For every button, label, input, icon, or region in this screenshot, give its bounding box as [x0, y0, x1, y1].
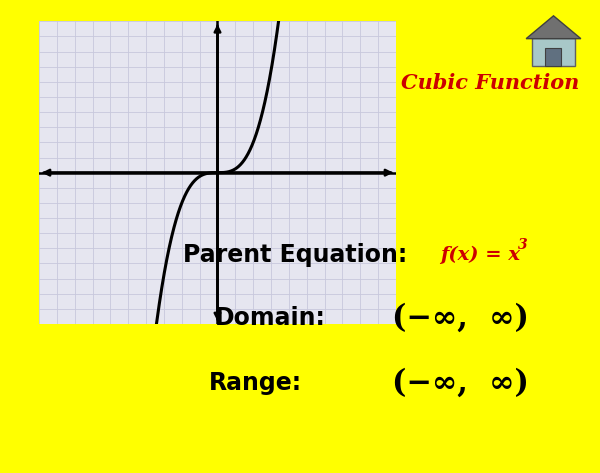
FancyBboxPatch shape — [545, 48, 561, 66]
Text: Parent Equation:: Parent Equation: — [183, 243, 407, 267]
FancyBboxPatch shape — [532, 37, 575, 66]
Text: (−∞,  ∞): (−∞, ∞) — [392, 368, 529, 398]
Text: Cubic Function: Cubic Function — [401, 73, 579, 93]
Text: f(x) = x: f(x) = x — [440, 246, 520, 264]
Text: Domain:: Domain: — [215, 306, 325, 330]
Polygon shape — [526, 16, 581, 39]
Text: 3: 3 — [518, 238, 527, 252]
Text: (−∞,  ∞): (−∞, ∞) — [392, 303, 529, 333]
Text: Range:: Range: — [208, 371, 302, 395]
